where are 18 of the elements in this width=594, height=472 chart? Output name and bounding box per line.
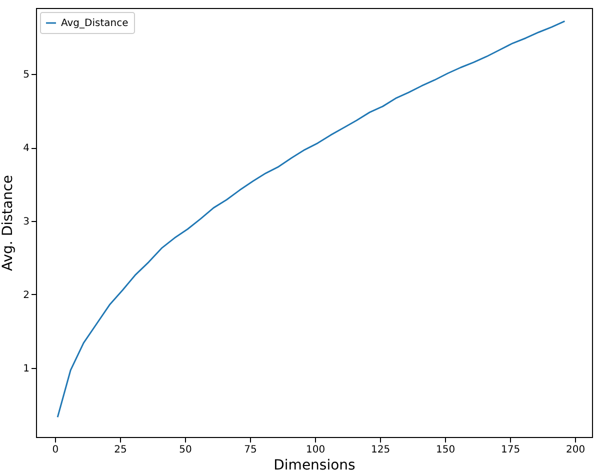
y-tick-label: 2 — [23, 290, 30, 301]
legend-label: Avg_Distance — [61, 18, 128, 29]
x-tick-label: 150 — [436, 444, 456, 456]
x-tick-label: 100 — [306, 444, 326, 456]
y-tick-label: 5 — [23, 70, 30, 81]
y-tick-label: 3 — [23, 216, 30, 228]
line-series — [56, 20, 566, 418]
x-axis-title: Dimensions — [274, 458, 356, 472]
x-tick-label: 125 — [371, 444, 390, 456]
y-axis-title: Avg. Distance — [0, 174, 16, 272]
x-tick-label: 175 — [501, 444, 520, 456]
y-tick-label: 1 — [23, 363, 30, 374]
x-tick-label: 75 — [244, 444, 257, 456]
y-tick-label: 4 — [23, 143, 30, 154]
x-tick-label: 50 — [179, 444, 192, 456]
x-tick-label: 25 — [114, 444, 127, 456]
x-tick-label: 0 — [52, 444, 59, 456]
x-tick-label: 200 — [566, 444, 586, 456]
